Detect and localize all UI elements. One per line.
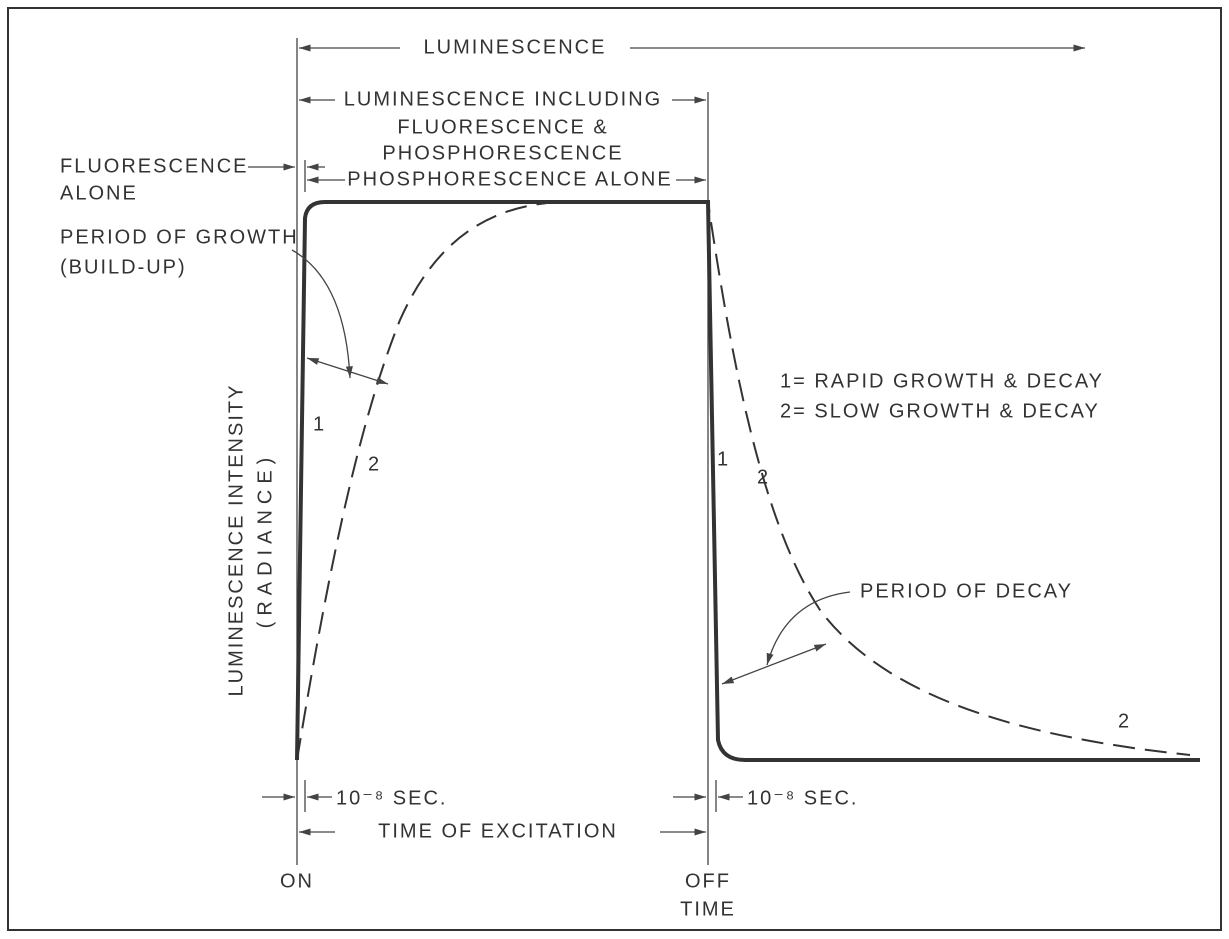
label: 10⁻⁸ SEC. — [336, 787, 447, 809]
label: LUMINESCENCE INCLUDING — [344, 88, 662, 110]
label: FLUORESCENCE & — [397, 116, 608, 138]
curve-label: 2 — [368, 453, 381, 475]
label: ON — [280, 870, 314, 892]
label: TIME OF EXCITATION — [378, 820, 618, 842]
label: OFF — [685, 870, 731, 892]
label: TIME — [680, 898, 736, 920]
label: (BUILD-UP) — [60, 256, 187, 278]
arrow — [306, 357, 389, 385]
curve-label: 1 — [313, 413, 326, 435]
label: 10⁻⁸ SEC. — [747, 787, 858, 809]
legend-item: 1= RAPID GROWTH & DECAY — [780, 370, 1104, 392]
label: PERIOD OF GROWTH — [60, 226, 299, 248]
arrow — [291, 249, 353, 379]
label: PERIOD OF DECAY — [860, 580, 1073, 602]
label: PHOSPHORESCENCE ALONE — [347, 168, 672, 190]
y-axis-label: LUMINESCENCE INTENSITY — [225, 384, 247, 697]
curve-label: 2 — [1118, 710, 1131, 732]
arrow — [721, 643, 827, 685]
label: ALONE — [60, 182, 138, 204]
label: FLUORESCENCE — [60, 155, 248, 177]
luminescence-label: LUMINESCENCE — [424, 36, 607, 58]
curve-label: 2 — [757, 466, 770, 488]
legend-item: 2= SLOW GROWTH & DECAY — [780, 400, 1100, 422]
y-axis-label: (RADIANCE) — [254, 452, 276, 629]
label: PHOSPHORESCENCE — [382, 142, 623, 164]
arrow — [766, 591, 851, 666]
frame — [7, 7, 1222, 931]
curve-2 — [296, 201, 1191, 761]
curve-1 — [295, 200, 1200, 762]
curve-label: 1 — [717, 448, 730, 470]
